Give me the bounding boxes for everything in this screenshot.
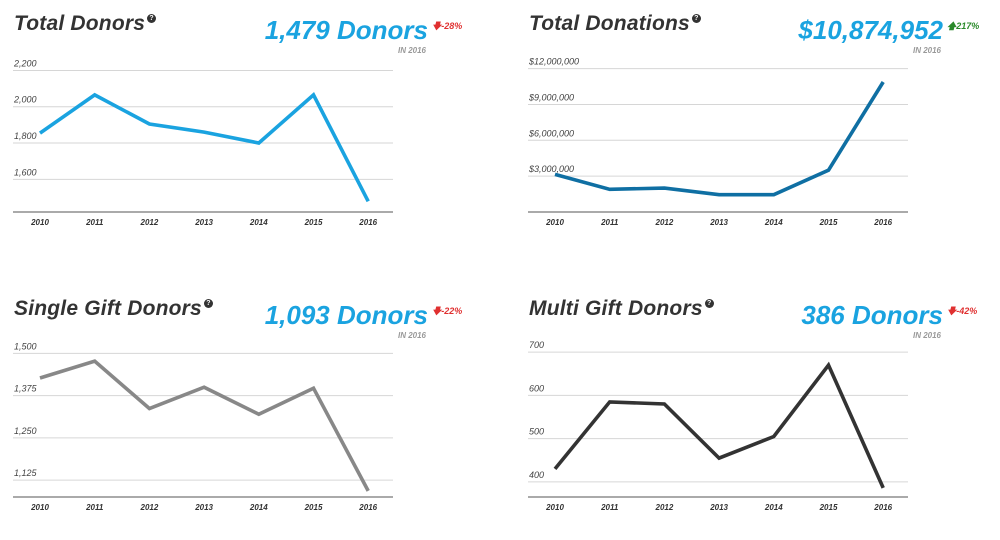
x-tick-label: 2011 xyxy=(85,503,104,512)
x-tick-label: 2015 xyxy=(304,218,323,227)
y-tick-label: 1,375 xyxy=(14,384,38,394)
y-tick-label: 500 xyxy=(529,427,544,437)
series-line xyxy=(555,365,883,488)
x-tick-label: 2014 xyxy=(764,503,783,512)
y-tick-label: 1,250 xyxy=(14,426,37,436)
x-tick-label: 2010 xyxy=(545,218,564,227)
line-chart: 400 500 600 700 2010 2011 2012 2013 2014 2015 2016 xyxy=(515,285,1000,540)
y-tick-label: $6,000,000 xyxy=(528,128,574,138)
x-tick-label: 2013 xyxy=(709,503,728,512)
x-tick-label: 2013 xyxy=(194,218,213,227)
panel-single-gift-donors: Single Gift Donors? 1,093 Donors 🡇-22% I… xyxy=(0,285,490,540)
line-chart: 1,600 1,800 2,000 2,200 2010 2011 2012 2013 2014… xyxy=(0,0,490,255)
x-tick-label: 2014 xyxy=(249,218,268,227)
x-tick-label: 2016 xyxy=(873,218,892,227)
x-tick-label: 2015 xyxy=(819,503,838,512)
x-tick-label: 2010 xyxy=(545,503,564,512)
panel-total-donors: Total Donors? 1,479 Donors 🡇-28% IN 2016… xyxy=(0,0,490,255)
y-tick-label: 2,200 xyxy=(13,58,37,68)
y-tick-label: 700 xyxy=(529,340,544,350)
x-tick-label: 2012 xyxy=(655,503,674,512)
panel-total-donations: Total Donations? $10,874,952 🡅217% IN 20… xyxy=(515,0,1000,255)
y-tick-label: $9,000,000 xyxy=(528,92,574,102)
y-tick-label: 2,000 xyxy=(13,95,37,105)
x-tick-label: 2012 xyxy=(655,218,674,227)
panel-multi-gift-donors: Multi Gift Donors? 386 Donors 🡇-42% IN 2… xyxy=(515,285,1000,540)
x-tick-label: 2016 xyxy=(358,503,377,512)
line-chart: 1,125 1,250 1,375 1,500 2010 2011 2012 2013 2014… xyxy=(0,285,490,540)
y-tick-label: $12,000,000 xyxy=(528,57,579,67)
x-tick-label: 2015 xyxy=(304,503,323,512)
x-tick-label: 2010 xyxy=(30,218,49,227)
x-tick-label: 2015 xyxy=(819,218,838,227)
y-tick-label: 400 xyxy=(529,470,544,480)
y-tick-label: 1,500 xyxy=(14,341,37,351)
y-tick-label: 1,125 xyxy=(14,468,38,478)
series-line xyxy=(40,95,368,201)
x-tick-label: 2013 xyxy=(709,218,728,227)
y-tick-label: 1,800 xyxy=(14,131,37,141)
y-tick-label: 1,600 xyxy=(14,167,37,177)
x-tick-label: 2016 xyxy=(873,503,892,512)
series-line xyxy=(40,361,368,491)
x-tick-label: 2011 xyxy=(600,503,619,512)
x-tick-label: 2016 xyxy=(358,218,377,227)
x-tick-label: 2012 xyxy=(140,503,159,512)
x-tick-label: 2010 xyxy=(30,503,49,512)
x-tick-label: 2012 xyxy=(140,218,159,227)
x-tick-label: 2011 xyxy=(600,218,619,227)
x-tick-label: 2011 xyxy=(85,218,104,227)
x-tick-label: 2014 xyxy=(249,503,268,512)
x-tick-label: 2013 xyxy=(194,503,213,512)
series-line xyxy=(555,82,883,195)
y-tick-label: 600 xyxy=(529,383,544,393)
x-tick-label: 2014 xyxy=(764,218,783,227)
line-chart: $3,000,000 $6,000,000 $9,000,000 $12,000,00… xyxy=(515,0,1000,255)
y-tick-label: $3,000,000 xyxy=(528,164,574,174)
